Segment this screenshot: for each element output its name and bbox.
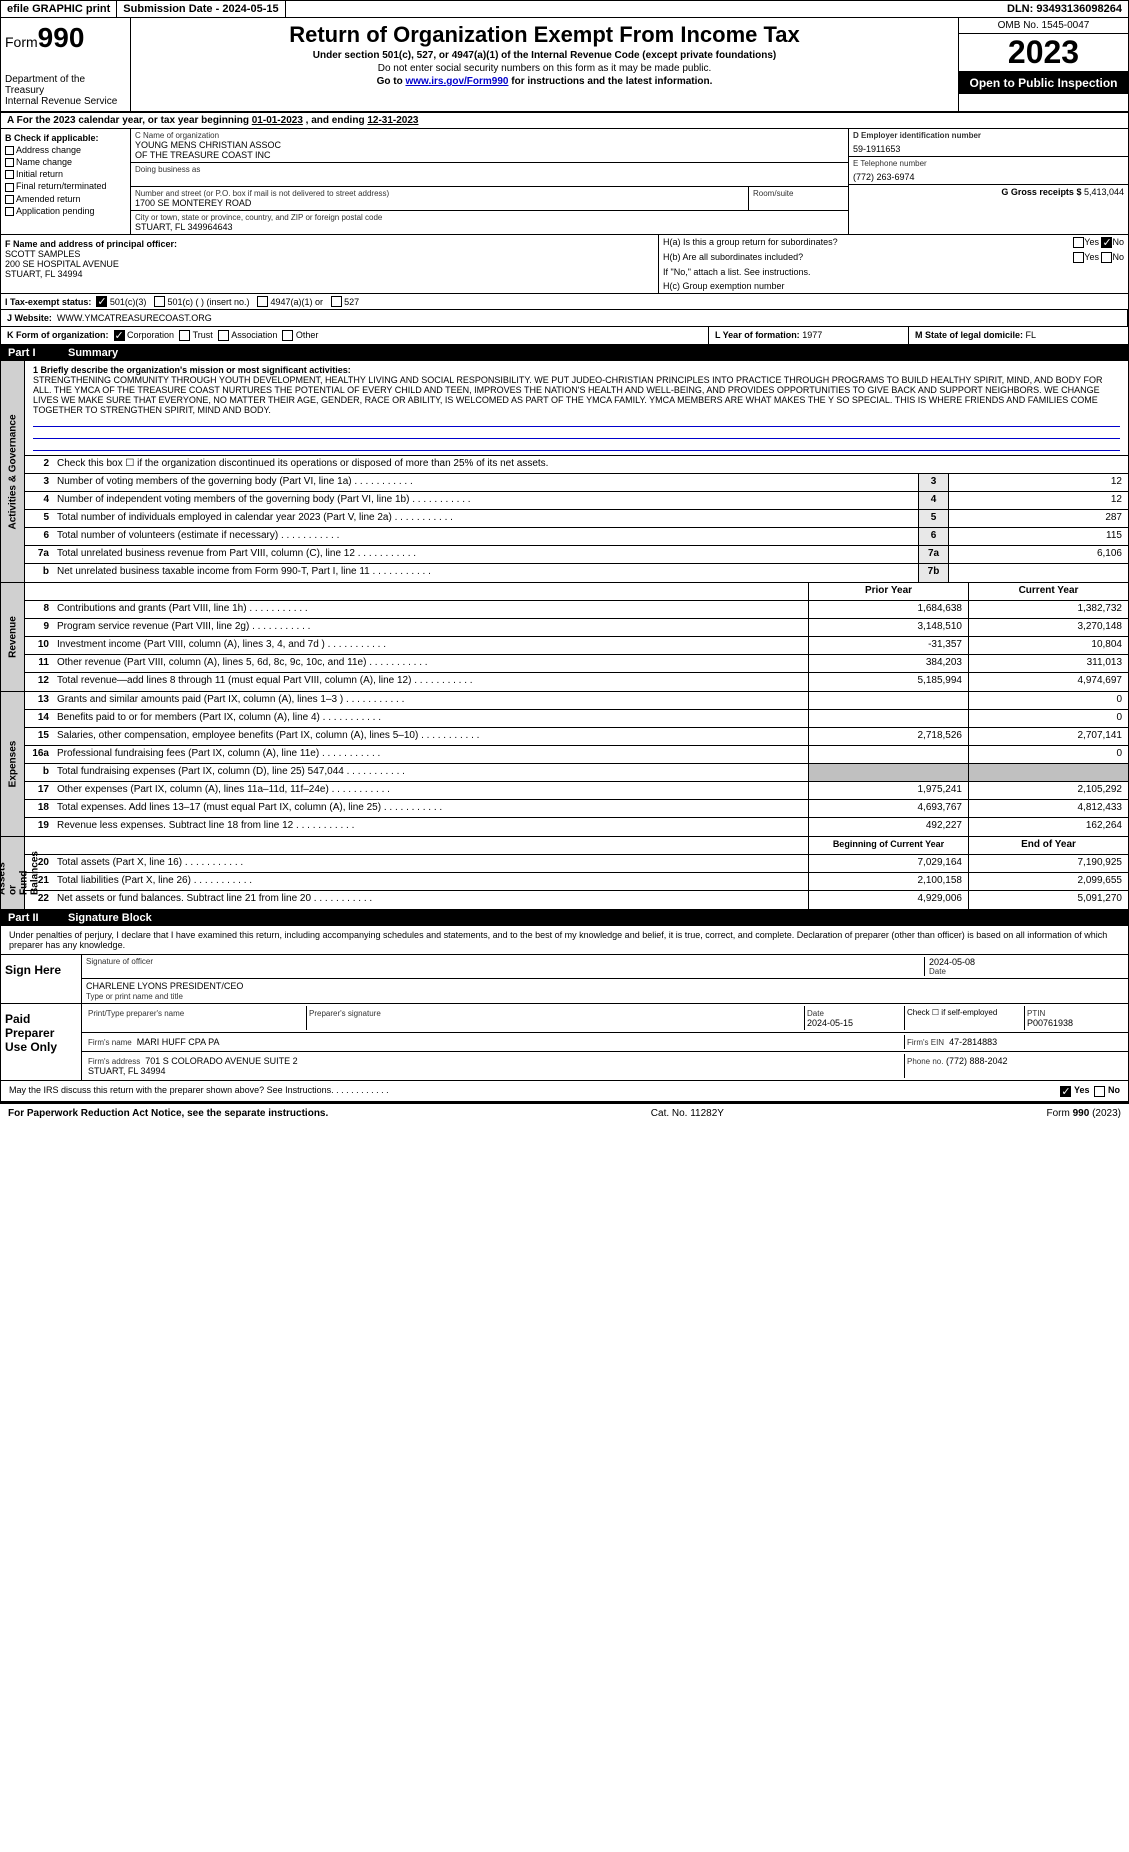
line-21: 21Total liabilities (Part X, line 26)2,1…	[25, 873, 1128, 891]
row-k-form-org: K Form of organization: Corporation Trus…	[1, 327, 708, 344]
ein: 59-1911653	[853, 144, 1124, 154]
chk-trust[interactable]	[179, 330, 190, 341]
line-15: 15Salaries, other compensation, employee…	[25, 728, 1128, 746]
form-subtitle1: Under section 501(c), 527, or 4947(a)(1)…	[135, 50, 954, 61]
chk-final-return[interactable]	[5, 183, 14, 192]
chk-corp[interactable]	[114, 330, 125, 341]
col-b-checkboxes: B Check if applicable: Address change Na…	[1, 129, 131, 234]
line-10: 10Investment income (Part VIII, column (…	[25, 637, 1128, 655]
vlabel-governance: Activities & Governance	[1, 361, 25, 582]
col-headers-net: Beginning of Current Year End of Year	[25, 837, 1128, 855]
chk-other[interactable]	[282, 330, 293, 341]
line-22: 22Net assets or fund balances. Subtract …	[25, 891, 1128, 909]
tax-year: 2023	[959, 34, 1128, 72]
form-link-line: Go to www.irs.gov/Form990 for instructio…	[135, 76, 954, 87]
chk-hb-no[interactable]	[1101, 252, 1112, 263]
line-b: bTotal fundraising expenses (Part IX, co…	[25, 764, 1128, 782]
line-11: 11Other revenue (Part VIII, column (A), …	[25, 655, 1128, 673]
chk-4947[interactable]	[257, 296, 268, 307]
row-l-year: L Year of formation: 1977	[708, 327, 908, 344]
form-number: Form990	[5, 22, 126, 54]
row-f-officer: F Name and address of principal officer:…	[1, 235, 658, 293]
vlabel-expenses: Expenses	[1, 692, 25, 836]
chk-501c[interactable]	[154, 296, 165, 307]
line-3: 3Number of voting members of the governi…	[25, 474, 1128, 492]
form-title: Return of Organization Exempt From Incom…	[135, 22, 954, 48]
irs-link[interactable]: www.irs.gov/Form990	[405, 76, 508, 87]
discuss-row: May the IRS discuss this return with the…	[1, 1080, 1128, 1100]
firm-phone: (772) 888-2042	[946, 1056, 1008, 1066]
chk-name-change[interactable]	[5, 158, 14, 167]
line-13: 13Grants and similar amounts paid (Part …	[25, 692, 1128, 710]
officer-name: CHARLENE LYONS PRESIDENT/CEO	[86, 981, 243, 991]
line-9: 9Program service revenue (Part VIII, lin…	[25, 619, 1128, 637]
chk-address-change[interactable]	[5, 146, 14, 155]
efile-label: efile GRAPHIC print	[1, 1, 117, 17]
submission-date: Submission Date - 2024-05-15	[117, 1, 285, 17]
col-headers-rev: Prior Year Current Year	[25, 583, 1128, 601]
row-a-tax-year: A For the 2023 calendar year, or tax yea…	[0, 113, 1129, 129]
row-i-tax-exempt: I Tax-exempt status: 501(c)(3) 501(c) ( …	[0, 294, 1129, 310]
chk-discuss-yes[interactable]	[1060, 1086, 1071, 1097]
line-16a: 16aProfessional fundraising fees (Part I…	[25, 746, 1128, 764]
line-20: 20Total assets (Part X, line 16)7,029,16…	[25, 855, 1128, 873]
footer: For Paperwork Reduction Act Notice, see …	[0, 1102, 1129, 1123]
line-b: bNet unrelated business taxable income f…	[25, 564, 1128, 582]
col-de: D Employer identification number59-19116…	[848, 129, 1128, 234]
org-city: STUART, FL 349964643	[135, 222, 844, 232]
sign-here-label: Sign Here	[1, 955, 81, 1003]
chk-app-pending[interactable]	[5, 207, 14, 216]
gross-receipts: 5,413,044	[1084, 187, 1124, 197]
chk-assoc[interactable]	[218, 330, 229, 341]
sig-declaration: Under penalties of perjury, I declare th…	[1, 926, 1128, 954]
line-4: 4Number of independent voting members of…	[25, 492, 1128, 510]
form-subtitle2: Do not enter social security numbers on …	[135, 63, 954, 74]
line-5: 5Total number of individuals employed in…	[25, 510, 1128, 528]
paid-preparer-label: Paid Preparer Use Only	[1, 1004, 81, 1080]
line-8: 8Contributions and grants (Part VIII, li…	[25, 601, 1128, 619]
line-19: 19Revenue less expenses. Subtract line 1…	[25, 818, 1128, 836]
telephone: (772) 263-6974	[853, 172, 1124, 182]
open-to-public: Open to Public Inspection	[959, 72, 1128, 94]
ptin: P00761938	[1027, 1018, 1073, 1028]
omb-number: OMB No. 1545-0047	[959, 18, 1128, 34]
part2-header: Part IISignature Block	[0, 910, 1129, 926]
line-6: 6Total number of volunteers (estimate if…	[25, 528, 1128, 546]
line-17: 17Other expenses (Part IX, column (A), l…	[25, 782, 1128, 800]
chk-initial-return[interactable]	[5, 170, 14, 179]
chk-ha-yes[interactable]	[1073, 237, 1084, 248]
chk-501c3[interactable]	[96, 296, 107, 307]
dln: DLN: 93493136098264	[1001, 1, 1128, 17]
chk-discuss-no[interactable]	[1094, 1086, 1105, 1097]
chk-amended[interactable]	[5, 195, 14, 204]
line-2: 2Check this box ☐ if the organization di…	[25, 456, 1128, 474]
row-j-website: J Website: WWW.YMCATREASURECOAST.ORG	[1, 310, 1128, 326]
line-12: 12Total revenue—add lines 8 through 11 (…	[25, 673, 1128, 691]
line1-mission: 1 Briefly describe the organization's mi…	[25, 361, 1128, 456]
org-address: 1700 SE MONTEREY ROAD	[135, 198, 744, 208]
firm-ein: 47-2814883	[949, 1037, 997, 1047]
row-m-state: M State of legal domicile: FL	[908, 327, 1128, 344]
vlabel-netassets: Net Assets or Fund Balances	[1, 837, 25, 909]
col-c-org-info: C Name of organizationYOUNG MENS CHRISTI…	[131, 129, 848, 234]
line-14: 14Benefits paid to or for members (Part …	[25, 710, 1128, 728]
part1-header: Part ISummary	[0, 345, 1129, 361]
chk-527[interactable]	[331, 296, 342, 307]
chk-ha-no[interactable]	[1101, 237, 1112, 248]
line-18: 18Total expenses. Add lines 13–17 (must …	[25, 800, 1128, 818]
form-header: Form990 Department of the Treasury Inter…	[0, 18, 1129, 113]
dept-treasury: Department of the Treasury Internal Reve…	[5, 74, 126, 107]
firm-name: MARI HUFF CPA PA	[137, 1037, 220, 1047]
row-h-group: H(a) Is this a group return for subordin…	[658, 235, 1128, 293]
line-7a: 7aTotal unrelated business revenue from …	[25, 546, 1128, 564]
org-name: YOUNG MENS CHRISTIAN ASSOC OF THE TREASU…	[135, 140, 844, 160]
top-bar: efile GRAPHIC print Submission Date - 20…	[0, 0, 1129, 18]
vlabel-revenue: Revenue	[1, 583, 25, 691]
chk-hb-yes[interactable]	[1073, 252, 1084, 263]
